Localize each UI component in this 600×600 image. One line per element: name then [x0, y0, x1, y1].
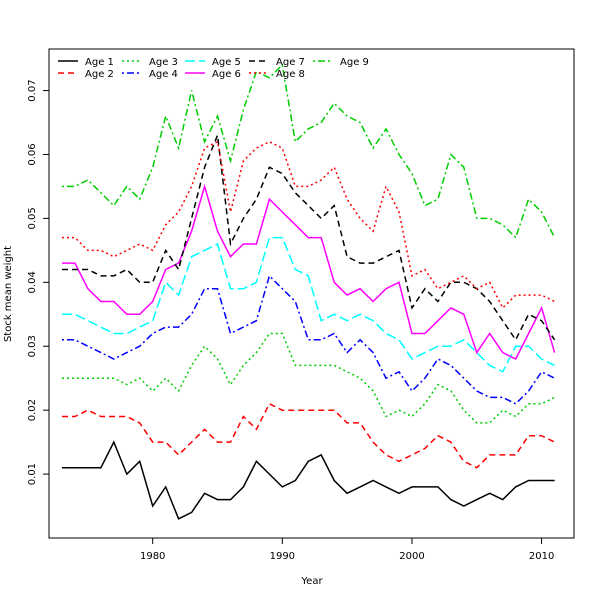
legend-label-age-2: Age 2	[85, 69, 114, 80]
x-tick-label: 2010	[529, 551, 554, 562]
y-axis: 0.01 0.02 0.03 0.04 0.05 0.06 0.07	[27, 79, 49, 485]
series-line-age-6	[62, 183, 556, 361]
plot-frame	[48, 48, 575, 539]
legend-label-age-5: Age 5	[212, 57, 241, 68]
series-line-age-4	[62, 274, 555, 405]
legend-label-age-7: Age 7	[276, 57, 305, 68]
series-line-age-9	[62, 63, 556, 239]
x-axis: 1980 1990 2000 2010	[140, 538, 554, 562]
legend-label-age-1: Age 1	[85, 57, 114, 68]
x-tick-label: 1980	[140, 551, 165, 562]
series-line-age-1	[62, 440, 555, 520]
series-line-age-5	[62, 236, 555, 373]
y-tick-label: 0.05	[27, 207, 38, 229]
y-tick-label: 0.07	[27, 79, 38, 101]
legend-label-age-6: Age 6	[212, 69, 241, 80]
legend-label-age-8: Age 8	[276, 69, 305, 80]
y-tick-label: 0.01	[27, 463, 38, 485]
series-line-age-2	[62, 402, 555, 469]
y-tick-label: 0.02	[27, 399, 38, 421]
x-tick-label: 2000	[399, 551, 424, 562]
x-tick-label: 1990	[270, 551, 295, 562]
series-line-age-7	[62, 135, 556, 342]
series-line-age-3	[62, 332, 555, 424]
legend-label-age-3: Age 3	[149, 57, 178, 68]
y-tick-label: 0.04	[27, 271, 38, 293]
legend-label-age-4: Age 4	[149, 69, 178, 80]
legend-label-age-9: Age 9	[340, 57, 369, 68]
series-line-age-8	[62, 140, 555, 310]
x-axis-label: Year	[300, 576, 323, 587]
y-tick-label: 0.03	[27, 335, 38, 357]
series-layer	[62, 63, 556, 520]
y-axis-label: Stock mean weight	[3, 246, 14, 342]
y-tick-label: 0.06	[27, 143, 38, 165]
